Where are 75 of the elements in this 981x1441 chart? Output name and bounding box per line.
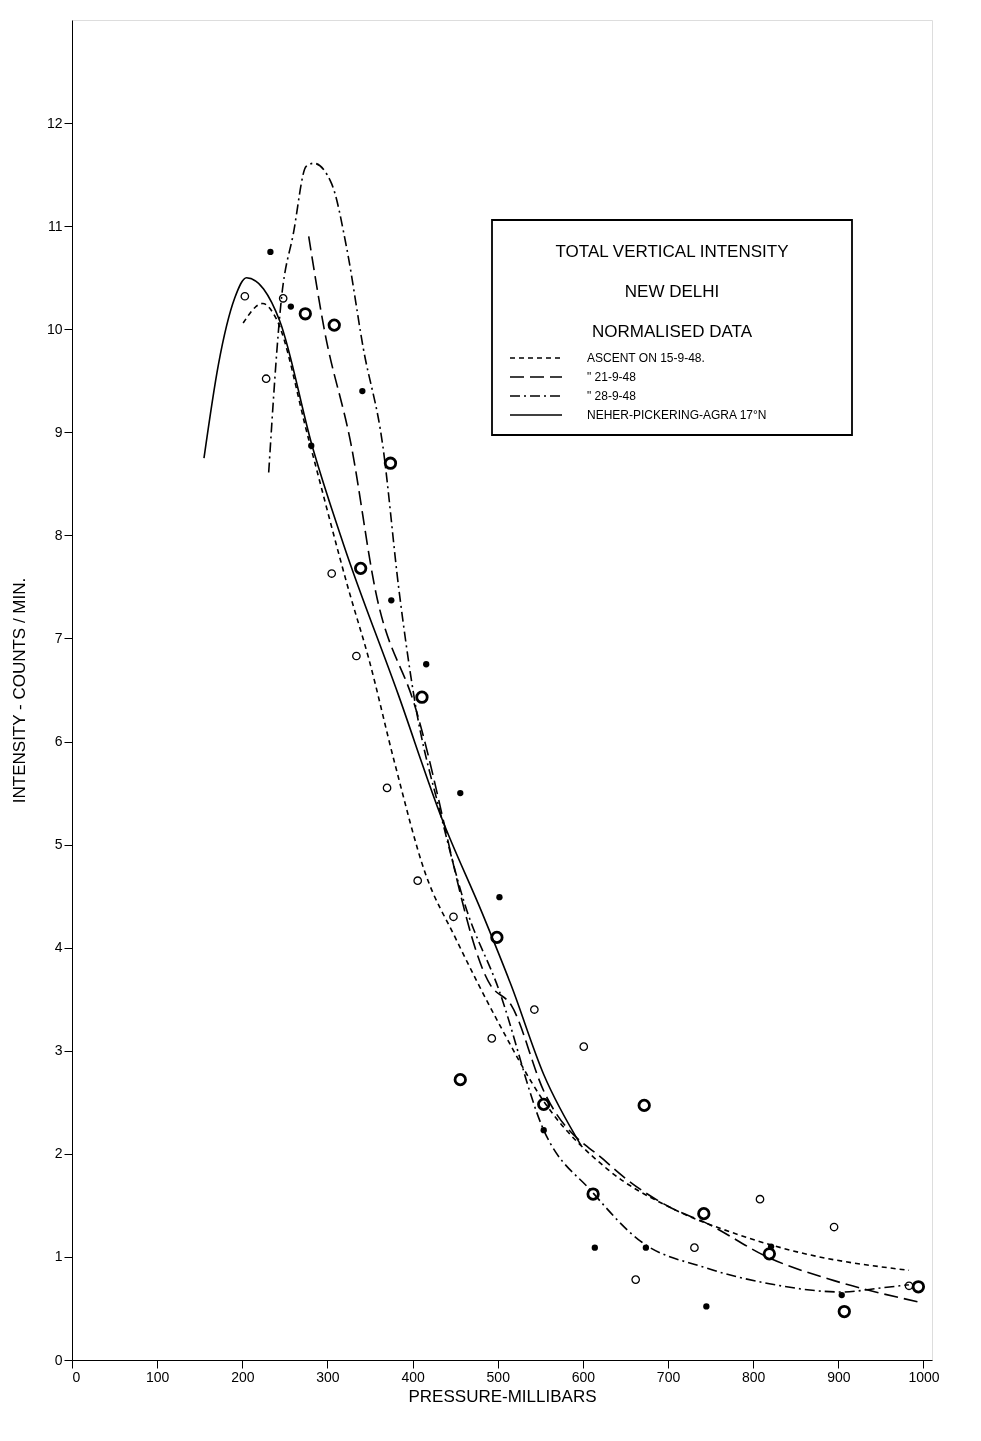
- point: [261, 374, 271, 384]
- point: [287, 303, 294, 310]
- legend-label: NEHER-PICKERING-AGRA 17°N: [587, 408, 767, 422]
- y-axis-title: INTENSITY - COUNTS / MIN.: [9, 577, 29, 804]
- x-tick-label: 400: [401, 1368, 425, 1385]
- y-tick-label: 5: [54, 836, 63, 853]
- point: [762, 1247, 777, 1261]
- y-tick-label: 8: [54, 526, 63, 543]
- point: [359, 387, 366, 395]
- point: [591, 1244, 598, 1251]
- y-tick-label: 7: [54, 629, 63, 646]
- point: [354, 561, 368, 575]
- y-tick-label: 1: [54, 1248, 63, 1265]
- point: [837, 1304, 851, 1319]
- point: [838, 1291, 845, 1299]
- x-axis-title: PRESSURE-MILLIBARS: [408, 1386, 597, 1406]
- point: [829, 1222, 839, 1232]
- point: [298, 307, 312, 321]
- point: [755, 1194, 765, 1204]
- legend-label: ASCENT ON 15-9-48.: [587, 351, 705, 365]
- point: [586, 1187, 600, 1201]
- x-tick-label: 700: [656, 1368, 681, 1385]
- point: [697, 1207, 711, 1221]
- point: [490, 930, 504, 945]
- y-tick-label: 2: [54, 1145, 63, 1162]
- point: [637, 1098, 651, 1113]
- point: [449, 912, 458, 922]
- point: [496, 894, 503, 901]
- point: [327, 318, 341, 332]
- point: [631, 1275, 641, 1284]
- point: [487, 1034, 497, 1043]
- point: [388, 597, 395, 604]
- x-tick-label: 800: [742, 1368, 766, 1385]
- point: [415, 690, 429, 704]
- point: [267, 248, 274, 256]
- point: [703, 1303, 710, 1310]
- point: [308, 442, 315, 449]
- point: [423, 661, 430, 668]
- x-tick-label: 500: [486, 1368, 511, 1385]
- point: [904, 1281, 914, 1291]
- x-tick-label: 0: [72, 1368, 81, 1385]
- text: TOTAL VERTICAL INTENSITY NEW DELHI NORMALISED DATA: [555, 242, 789, 341]
- y-tick-label: 4: [54, 939, 63, 956]
- x-tick-label: 600: [571, 1368, 596, 1385]
- point: [540, 1126, 547, 1134]
- x-tick-label: 1000: [908, 1368, 940, 1385]
- y-tick-label: 10: [46, 320, 63, 337]
- point: [911, 1280, 926, 1294]
- y-tick-label: 6: [54, 733, 63, 750]
- point: [413, 876, 423, 886]
- x-tick-label: 900: [827, 1368, 851, 1385]
- point: [352, 651, 361, 661]
- x-tick-label: 300: [316, 1368, 340, 1385]
- point: [383, 456, 398, 470]
- point: [457, 789, 464, 797]
- point: [579, 1042, 589, 1051]
- point: [278, 293, 288, 303]
- y-tick-label: 11: [47, 217, 63, 234]
- point: [690, 1243, 699, 1252]
- x-tick-label: 200: [231, 1368, 255, 1385]
- y-tick-label: 3: [54, 1042, 63, 1059]
- point: [767, 1243, 775, 1250]
- legend-label: " 28-9-48: [587, 389, 637, 403]
- point: [240, 291, 250, 301]
- point: [382, 783, 392, 793]
- y-tick-label: 9: [54, 423, 63, 440]
- point: [453, 1073, 467, 1087]
- point: [530, 1005, 539, 1014]
- point: [642, 1244, 650, 1251]
- y-tick-label: 0: [54, 1351, 63, 1368]
- y-tick-label: 12: [46, 114, 63, 131]
- point: [537, 1097, 551, 1111]
- point: [327, 569, 337, 578]
- legend-label: " 21-9-48: [587, 370, 637, 384]
- x-tick-label: 100: [145, 1368, 170, 1385]
